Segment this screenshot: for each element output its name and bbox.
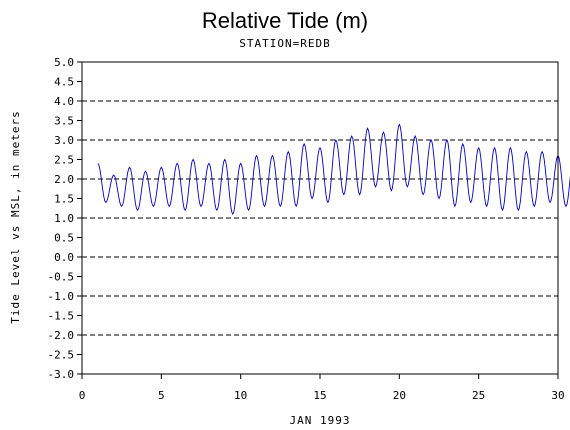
y-tick-label: 3.5 (54, 115, 74, 128)
chart-title: Relative Tide (m) (202, 8, 368, 33)
y-tick-label: -0.5 (48, 271, 75, 284)
y-tick-label: 4.0 (54, 95, 74, 108)
x-tick-label: 15 (313, 389, 326, 402)
y-tick-label: -2.0 (48, 329, 75, 342)
x-axis-label: JAN 1993 (290, 414, 351, 427)
y-tick-label: 4.5 (54, 76, 74, 89)
x-tick-label: 0 (79, 389, 86, 402)
y-axis: -3.0 -2.5 -2.0 -1.5 -1.0 -0.5 0.0 0.5 1.0 1.5 2.0 2… (48, 56, 82, 381)
x-axis: 0 5 10 15 20 25 30 (79, 374, 565, 402)
x-tick-label: 20 (393, 389, 406, 402)
x-tick-label: 10 (234, 389, 247, 402)
chart-subtitle: STATION=REDB (239, 37, 330, 50)
y-tick-label: 1.0 (54, 212, 74, 225)
x-tick-label: 25 (472, 389, 485, 402)
y-tick-label: 1.5 (54, 193, 74, 206)
y-tick-label: 2.5 (54, 154, 74, 167)
y-tick-label: -1.0 (48, 290, 75, 303)
x-tick-label: 5 (158, 389, 165, 402)
y-tick-label: -3.0 (48, 368, 75, 381)
grid-lines (82, 61, 558, 375)
y-tick-label: 2.0 (54, 173, 74, 186)
y-tick-label: -1.5 (48, 310, 75, 323)
y-tick-label: 0.5 (54, 232, 74, 245)
y-tick-label: 5.0 (54, 56, 74, 69)
data-series (97, 123, 570, 216)
tide-series-line (97, 123, 570, 216)
y-axis-label: Tide Level vs MSL, in meters (9, 110, 22, 323)
x-tick-label: 30 (551, 389, 564, 402)
y-tick-label: -2.5 (48, 349, 75, 362)
y-tick-label: 0.0 (54, 251, 74, 264)
y-tick-label: 3.0 (54, 134, 74, 147)
